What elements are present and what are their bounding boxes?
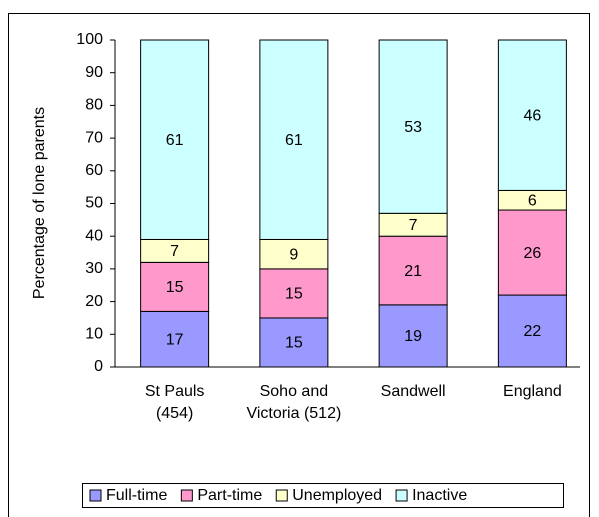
data-label: 61	[285, 132, 303, 149]
y-tick-label: 10	[85, 326, 103, 343]
y-tick-label: 50	[85, 195, 103, 212]
y-tick-label: 0	[94, 358, 103, 375]
data-label: 19	[404, 328, 422, 345]
bar-segment	[259, 268, 329, 319]
x-tick-label: England	[503, 383, 562, 400]
bar-segment	[378, 39, 448, 214]
bar-segment	[140, 310, 210, 368]
data-label: 7	[409, 217, 418, 234]
bar-segment	[259, 317, 329, 368]
y-tick-label: 60	[85, 162, 103, 179]
legend-swatch	[395, 489, 408, 502]
legend-label: Unemployed	[292, 487, 382, 504]
bar-segment	[259, 238, 329, 270]
data-label: 15	[285, 335, 303, 352]
y-tick-label: 70	[85, 129, 103, 146]
data-label: 6	[528, 192, 537, 209]
bar-segment	[378, 235, 448, 306]
y-tick-label: 30	[85, 260, 103, 277]
x-tick-label: Sandwell	[380, 383, 446, 400]
data-label: 22	[523, 323, 541, 340]
bar-segment	[378, 304, 448, 368]
data-label: 53	[404, 119, 422, 136]
y-tick-label: 20	[85, 293, 103, 310]
legend-swatch	[275, 489, 288, 502]
bar-segment	[259, 39, 329, 240]
bar-segment	[140, 261, 210, 312]
data-label: 9	[289, 246, 298, 263]
legend-swatch	[89, 489, 102, 502]
legend-box	[82, 483, 564, 508]
y-axis-label: Percentage of lone parents	[31, 107, 48, 299]
legend-label: Inactive	[412, 487, 467, 504]
y-tick-label: 40	[85, 227, 103, 244]
data-label: 15	[285, 286, 303, 303]
data-label: 61	[166, 132, 184, 149]
x-tick-label: Soho and Victoria (512)	[246, 383, 342, 422]
y-tick-label: 90	[85, 64, 103, 81]
legend-swatch	[180, 489, 193, 502]
y-tick-label: 80	[85, 97, 103, 114]
data-label: 7	[170, 243, 179, 260]
data-label: 21	[404, 263, 422, 280]
y-tick-label: 100	[76, 31, 103, 48]
x-tick-label: St Pauls (454)	[144, 383, 205, 422]
data-label: 15	[166, 279, 184, 296]
bar-segment	[497, 39, 567, 191]
data-label: 46	[523, 107, 541, 124]
data-label: 26	[523, 245, 541, 262]
bar-segment	[140, 39, 210, 240]
legend-label: Full-time	[106, 487, 167, 504]
data-label: 17	[166, 331, 184, 348]
legend-label: Part-time	[197, 487, 262, 504]
